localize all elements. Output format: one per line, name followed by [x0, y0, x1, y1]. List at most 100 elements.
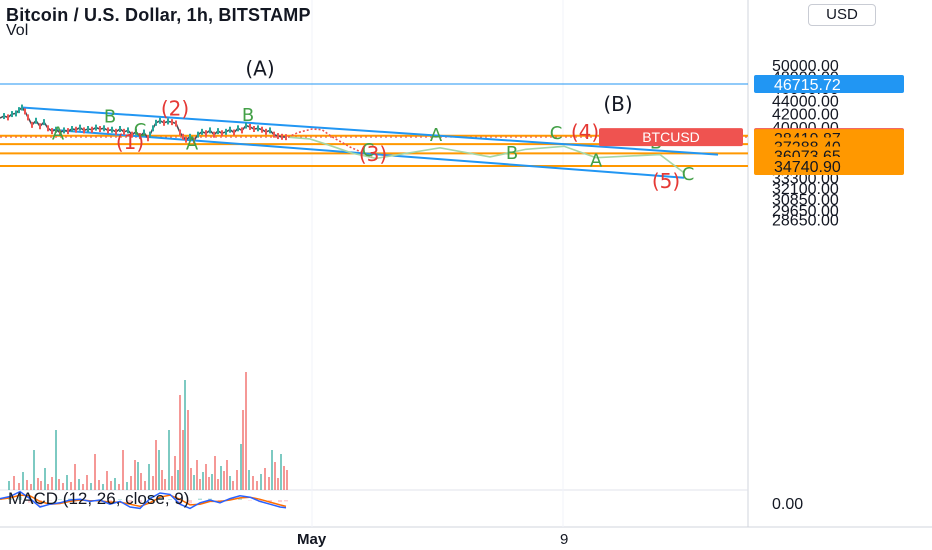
volume-bar: [236, 470, 238, 490]
volume-bar: [47, 484, 49, 490]
volume-bar: [110, 481, 112, 490]
volume-bar: [26, 480, 28, 490]
macd-histogram-bar: [108, 500, 112, 503]
volume-bar: [174, 456, 176, 490]
wave-label: A: [52, 124, 65, 145]
currency-button[interactable]: USD: [808, 4, 876, 26]
volume-bar: [187, 410, 189, 490]
macd-histogram-bar: [38, 500, 42, 506]
volume-bar: [202, 472, 204, 490]
macd-histogram-bar: [18, 496, 22, 500]
channel-line: [21, 106, 719, 156]
volume-bar: [74, 464, 76, 490]
macd-histogram-bar: [28, 500, 32, 503]
volume-bar: [177, 470, 179, 490]
macd-zero-label: 0.00: [772, 496, 803, 513]
volume-bar: [208, 477, 210, 490]
y-tick-label: 30850.00: [772, 192, 839, 209]
macd-histogram-bar: [178, 500, 182, 505]
macd-legend: MACD (12, 26, close, 9): [8, 489, 189, 508]
volume-bar: [256, 481, 258, 490]
volume-bar: [106, 471, 108, 490]
volume-bar: [164, 479, 166, 490]
macd-histogram-bar: [138, 500, 142, 503]
wave-label: (3): [359, 142, 387, 166]
volume-bar: [217, 479, 219, 490]
volume-bar: [245, 372, 247, 490]
volume-bar: [184, 380, 186, 490]
volume-bar: [211, 474, 213, 490]
macd-histogram-bar: [238, 497, 242, 500]
y-tick-label: 32100.00: [772, 181, 839, 198]
symbol-tag: BTCUSD: [642, 129, 700, 145]
volume-bar: [248, 470, 250, 490]
price-label-bg: [754, 74, 904, 93]
macd-histogram-bar: [188, 500, 192, 504]
volume-bar: [242, 410, 244, 490]
volume-bar: [70, 482, 72, 490]
volume-bar: [51, 477, 53, 490]
macd-line: [0, 490, 287, 510]
price-label: 34740.90: [774, 159, 841, 176]
y-tick-label: 29650.00: [772, 203, 839, 220]
volume-bar: [252, 476, 254, 490]
volume-bar: [196, 460, 198, 490]
volume-bar: [122, 450, 124, 490]
channel-line: [51, 128, 685, 179]
volume-bar: [134, 460, 136, 490]
volume-bar: [102, 484, 104, 490]
volume-bar: [30, 484, 32, 490]
volume-bar: [283, 466, 285, 490]
wave-label: C: [134, 120, 147, 141]
macd-histogram-bar: [284, 500, 288, 502]
volume-bar: [40, 481, 42, 490]
volume-bar: [214, 456, 216, 490]
projection-path: [287, 136, 685, 174]
volume-bar: [118, 484, 120, 490]
y-tick-label: 28650.00: [772, 212, 839, 229]
volume-bar: [158, 450, 160, 490]
volume-bar: [144, 481, 146, 490]
volume-bar: [193, 475, 195, 490]
volume-bar: [86, 475, 88, 490]
macd-histogram-bar: [118, 499, 122, 500]
macd-histogram-bar: [168, 499, 172, 500]
wave-label: B: [242, 105, 254, 126]
volume-bar: [190, 468, 192, 490]
volume-bar: [199, 479, 201, 490]
wave-label: (B): [603, 92, 632, 116]
alt-projection-path: [287, 128, 373, 158]
volume-bar: [137, 462, 139, 490]
x-tick-label: 9: [560, 531, 568, 548]
chart-title: Bitcoin / U.S. Dollar, 1h, BITSTAMP: [6, 5, 311, 25]
volume-bar: [286, 470, 288, 490]
volume-bar: [182, 430, 184, 490]
volume-bar: [171, 476, 173, 490]
wave-label: A: [430, 125, 443, 146]
volume-bar: [130, 476, 132, 490]
price-label-bg: [754, 156, 904, 175]
volume-bar: [240, 444, 242, 490]
macd-histogram-bar: [48, 500, 52, 501]
volume-bar: [37, 478, 39, 490]
volume-bar: [78, 479, 80, 490]
y-tick-label: 50000.00: [772, 58, 839, 75]
volume-bar: [155, 440, 157, 490]
wave-label: (4): [571, 120, 599, 144]
volume-bar: [220, 466, 222, 490]
macd-histogram-bar: [268, 500, 272, 503]
wave-label: C: [682, 164, 695, 185]
volume-bar: [226, 460, 228, 490]
volume-legend: Vol: [6, 22, 29, 39]
x-tick-label: May: [297, 531, 327, 548]
volume-bar: [18, 483, 20, 490]
volume-bar: [179, 395, 181, 490]
volume-bar: [274, 462, 276, 490]
wave-label: C: [550, 123, 563, 144]
volume-bar: [114, 478, 116, 490]
symbol-tag-bg: [599, 128, 743, 147]
volume-bar: [277, 478, 279, 490]
volume-bar: [94, 454, 96, 490]
volume-bar: [62, 483, 64, 490]
